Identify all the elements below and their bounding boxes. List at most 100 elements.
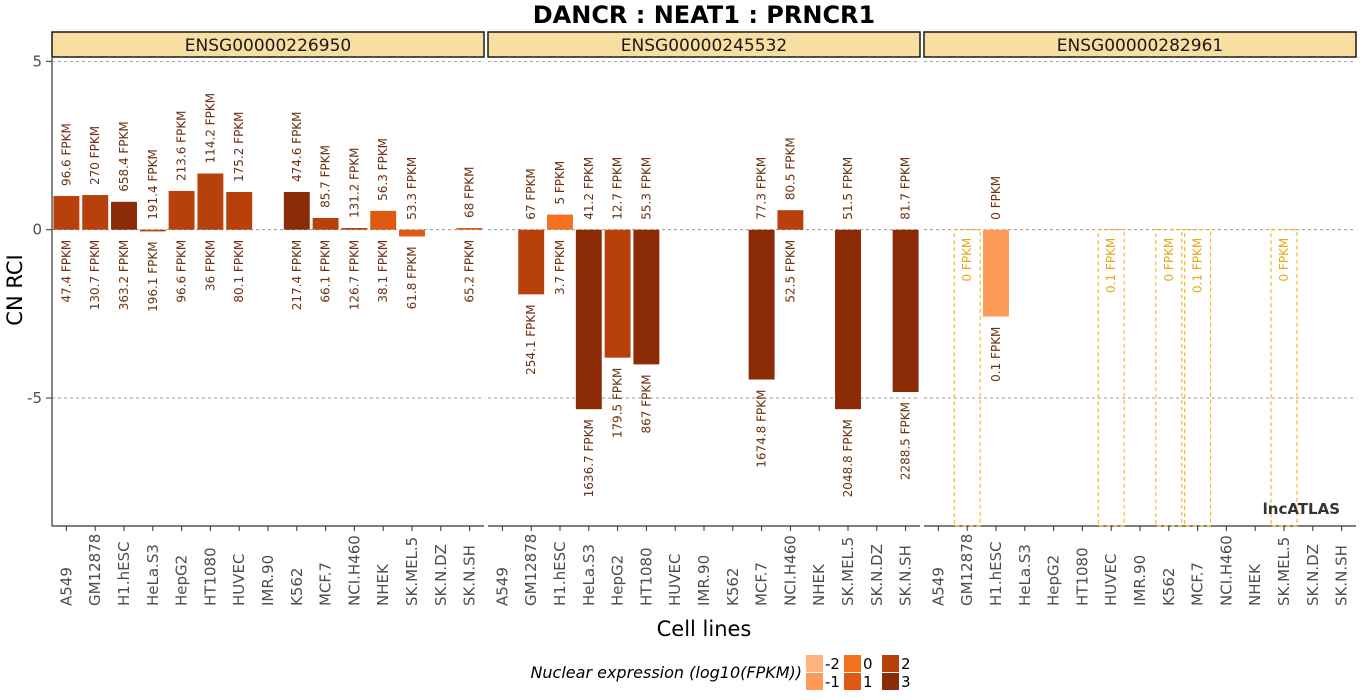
plot-area: 5 0 -5 ENSG00000226950 A549 96.6 FPKM 47.4 FPK… (27, 31, 1357, 606)
bar-label-cytoplasmic: 0 FPKM (1277, 238, 1291, 282)
legend-swatch (882, 673, 899, 690)
bar-label-cytoplasmic: 1636.7 FPKM (582, 419, 596, 497)
x-tick-label: NCI.H460 (345, 535, 363, 606)
x-tick-label: GM12878 (958, 534, 976, 606)
bar-label-cytoplasmic: 61.8 FPKM (405, 246, 419, 309)
x-tick-label: H1.hESC (115, 541, 133, 606)
y-axis-title: CN RCI (3, 254, 27, 325)
x-tick-label: IMR.90 (695, 555, 713, 606)
x-tick-label: HUVEC (1102, 554, 1120, 606)
bar-label-cytoplasmic: 0.1 FPKM (1191, 238, 1205, 293)
bar-label-nuclear: 80.5 FPKM (783, 137, 797, 200)
bar (283, 192, 310, 230)
bar (226, 192, 253, 230)
x-tick-label: HT1080 (201, 547, 219, 606)
x-tick-label: SK.N.SH (1333, 545, 1351, 606)
x-tick-label: NCI.H460 (781, 535, 799, 606)
bar-label-cytoplasmic: 179.5 FPKM (611, 368, 625, 439)
legend-label: 2 (901, 655, 911, 673)
bar-label-nuclear: 41.2 FPKM (582, 157, 596, 220)
x-tick-label: H1.hESC (551, 541, 569, 606)
y-tick-label: 5 (32, 52, 42, 70)
y-tick-label: 0 (32, 221, 42, 239)
bar-label-nuclear: 85.7 FPKM (319, 145, 333, 208)
x-tick-label: A549 (57, 567, 75, 606)
bar-label-cytoplasmic: 126.7 FPKM (347, 240, 361, 311)
x-tick-label: NCI.H460 (1217, 535, 1235, 606)
bar-label-cytoplasmic: 867 FPKM (639, 374, 653, 433)
legend-swatch (882, 655, 899, 672)
panel-ensg00000245532: ENSG00000245532 A549 GM12878 67 FPKM 254.1 F… (487, 31, 921, 606)
bar-label-nuclear: 131.2 FPKM (347, 147, 361, 218)
bar-label-cytoplasmic: 0.1 FPKM (1104, 238, 1118, 293)
bar (168, 190, 195, 230)
bar-label-cytoplasmic: 96.6 FPKM (175, 240, 189, 303)
x-tick-label: SK.N.DZ (432, 544, 450, 606)
bar (82, 195, 109, 230)
bar-label-nuclear: 270 FPKM (88, 126, 102, 185)
bar-label-cytoplasmic: 0.1 FPKM (989, 327, 1003, 382)
legend: Nuclear expression (log10(FPKM)) -2-1 01 2… (530, 655, 911, 691)
bar-label-nuclear: 5 FPKM (553, 161, 567, 205)
bar-label-nuclear: 658.4 FPKM (117, 121, 131, 192)
bar-label-nuclear: 77.3 FPKM (755, 157, 769, 220)
panel-ensg00000226950: ENSG00000226950 A549 96.6 FPKM 47.4 FPKM GM1… (51, 31, 485, 606)
legend-label: -1 (825, 673, 840, 691)
x-tick-label: MCF.7 (753, 562, 771, 606)
legend-label: 0 (863, 655, 873, 673)
x-tick-label: HepG2 (173, 555, 191, 606)
panel-ensg00000282961: ENSG00000282961 A549 GM12878 0 FPKM H1.hESC 0… (923, 31, 1357, 606)
bar-label-nuclear: 114.2 FPKM (203, 93, 217, 164)
x-tick-label: HT1080 (637, 547, 655, 606)
x-tick-label: MCF.7 (1189, 562, 1207, 606)
x-tick-label: GM12878 (522, 534, 540, 606)
bar-label-cytoplasmic: 1674.8 FPKM (755, 390, 769, 468)
x-tick-label: K562 (724, 568, 742, 606)
bar (892, 229, 919, 392)
x-tick-label: K562 (1160, 568, 1178, 606)
panel-strip (51, 31, 485, 58)
panel-strip (923, 31, 1357, 58)
x-tick-label: A549 (493, 567, 511, 606)
x-tick-label: HeLa.S3 (1016, 544, 1034, 606)
chart-title: DANCR : NEAT1 : PRNCR1 (533, 1, 876, 29)
legend-title: Nuclear expression (log10(FPKM)) (530, 663, 802, 682)
bar-label-cytoplasmic: 3.7 FPKM (553, 240, 567, 295)
watermark-lncatlas: lncATLAS (1263, 500, 1340, 518)
bar (53, 196, 80, 230)
bar (604, 229, 631, 358)
x-tick-label: NHEK (374, 563, 392, 606)
x-tick-label: SK.MEL.5 (839, 537, 857, 606)
x-tick-label: NHEK (1246, 563, 1264, 606)
bar (341, 228, 368, 230)
bar-label-cytoplasmic: 217.4 FPKM (290, 240, 304, 311)
bar-label-cytoplasmic: 130.7 FPKM (88, 240, 102, 311)
y-tick-label: -5 (27, 389, 42, 407)
x-tick-label: HT1080 (1073, 547, 1091, 606)
bar (777, 210, 804, 230)
panel-strip-label: ENSG00000282961 (1057, 36, 1223, 56)
legend-swatch (806, 655, 823, 672)
bar-label-nuclear: 12.7 FPKM (611, 157, 625, 220)
x-tick-label: SK.N.DZ (868, 544, 886, 606)
bar (633, 229, 660, 365)
bar-label-cytoplasmic: 47.4 FPKM (59, 240, 73, 303)
bar (983, 229, 1009, 317)
bar (748, 229, 775, 380)
x-tick-label: HepG2 (1045, 555, 1063, 606)
x-tick-label: SK.N.SH (461, 545, 479, 606)
bar (456, 228, 483, 230)
bar (111, 201, 137, 230)
bar-label-cytoplasmic: 2048.8 FPKM (841, 419, 855, 497)
x-tick-label: GM12878 (86, 534, 104, 606)
x-axis-title: Cell lines (657, 617, 752, 641)
bar-label-cytoplasmic: 2288.5 FPKM (899, 402, 913, 480)
x-tick-label: NHEK (810, 563, 828, 606)
bar (197, 173, 224, 230)
bar (312, 217, 339, 230)
panel-strip-label: ENSG00000245532 (621, 36, 787, 56)
bar-label-nuclear: 474.6 FPKM (290, 111, 304, 182)
bar-label-cytoplasmic: 254.1 FPKM (524, 304, 538, 375)
bar-label-nuclear: 96.6 FPKM (59, 123, 73, 186)
